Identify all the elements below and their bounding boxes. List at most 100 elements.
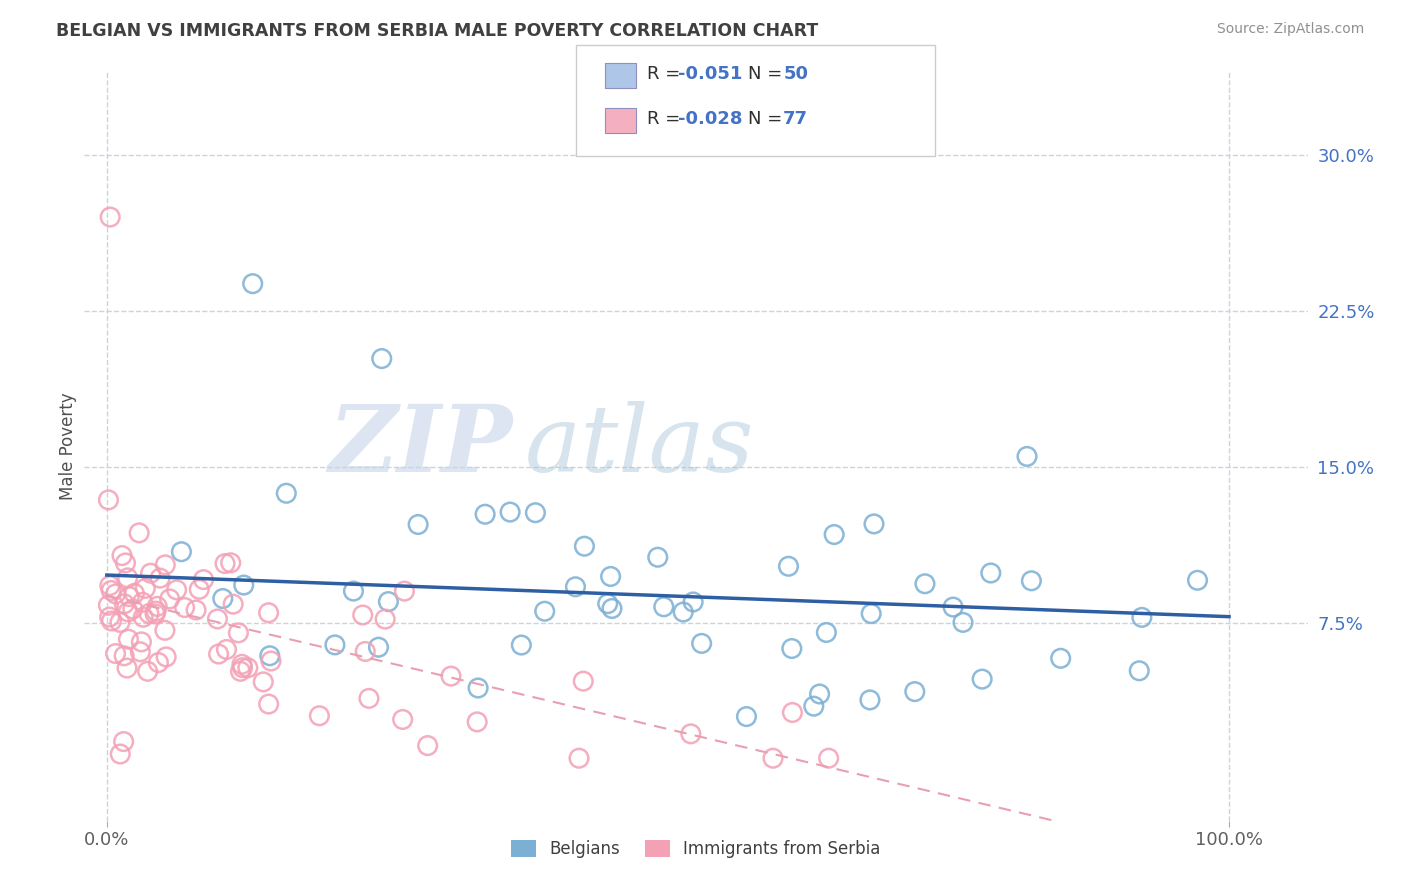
Text: 77: 77 — [783, 110, 808, 128]
Point — [596, 597, 619, 611]
Point — [155, 649, 177, 664]
Point — [863, 516, 886, 531]
Point — [1049, 651, 1071, 665]
Point — [914, 576, 936, 591]
Point — [323, 638, 346, 652]
Point — [524, 506, 547, 520]
Point — [117, 605, 139, 619]
Point — [232, 578, 254, 592]
Point — [406, 517, 429, 532]
Point — [98, 610, 121, 624]
Point — [1130, 610, 1153, 624]
Point — [211, 591, 233, 606]
Point — [242, 277, 264, 291]
Point — [155, 558, 177, 572]
Point — [467, 681, 489, 695]
Point — [112, 597, 135, 611]
Point — [100, 614, 122, 628]
Point — [859, 693, 882, 707]
Point — [780, 641, 803, 656]
Text: N =: N = — [748, 65, 787, 83]
Point — [259, 648, 281, 663]
Point — [207, 647, 229, 661]
Point — [980, 566, 1002, 580]
Point — [572, 674, 595, 689]
Point — [231, 657, 253, 672]
Point — [100, 583, 122, 598]
Point — [817, 751, 839, 765]
Point — [574, 539, 596, 553]
Point — [134, 582, 156, 596]
Point — [236, 661, 259, 675]
Point — [762, 751, 785, 765]
Point — [564, 580, 586, 594]
Point — [98, 578, 121, 592]
Point — [153, 624, 176, 638]
Point — [1187, 574, 1209, 588]
Point — [228, 625, 250, 640]
Point — [952, 615, 974, 630]
Point — [815, 625, 838, 640]
Point — [600, 601, 623, 615]
Point — [352, 607, 374, 622]
Point — [510, 638, 533, 652]
Point — [117, 571, 139, 585]
Point — [860, 607, 883, 621]
Point — [143, 607, 166, 621]
Point — [474, 508, 496, 522]
Text: 50: 50 — [783, 65, 808, 83]
Point — [112, 648, 135, 663]
Point — [308, 708, 330, 723]
Point — [260, 654, 283, 668]
Text: -0.028: -0.028 — [678, 110, 742, 128]
Point — [465, 714, 488, 729]
Point — [121, 602, 143, 616]
Point — [394, 584, 416, 599]
Point — [214, 557, 236, 571]
Point — [690, 636, 713, 650]
Point — [647, 550, 669, 565]
Point — [128, 525, 150, 540]
Point — [257, 697, 280, 711]
Point — [112, 734, 135, 748]
Text: N =: N = — [748, 110, 787, 128]
Point — [416, 739, 439, 753]
Point — [652, 599, 675, 614]
Point — [138, 607, 160, 621]
Point — [1015, 450, 1038, 464]
Y-axis label: Male Poverty: Male Poverty — [59, 392, 77, 500]
Text: BELGIAN VS IMMIGRANTS FROM SERBIA MALE POVERTY CORRELATION CHART: BELGIAN VS IMMIGRANTS FROM SERBIA MALE P… — [56, 22, 818, 40]
Point — [533, 604, 555, 618]
Point — [148, 656, 170, 670]
Text: atlas: atlas — [524, 401, 754, 491]
Point — [104, 587, 127, 601]
Point — [215, 642, 238, 657]
Point — [735, 709, 758, 723]
Point — [131, 595, 153, 609]
Point — [139, 566, 162, 581]
Point — [440, 669, 463, 683]
Point — [131, 635, 153, 649]
Point — [110, 747, 132, 761]
Point — [166, 582, 188, 597]
Point — [145, 604, 167, 618]
Point — [377, 594, 399, 608]
Point — [1021, 574, 1043, 588]
Point — [173, 600, 195, 615]
Point — [257, 606, 280, 620]
Point — [252, 674, 274, 689]
Point — [568, 751, 591, 765]
Point — [193, 573, 215, 587]
Point — [149, 571, 172, 585]
Point — [354, 644, 377, 658]
Point — [778, 559, 800, 574]
Point — [972, 672, 994, 686]
Point — [357, 691, 380, 706]
Point — [672, 605, 695, 619]
Point — [342, 584, 364, 599]
Text: -0.051: -0.051 — [678, 65, 742, 83]
Text: Source: ZipAtlas.com: Source: ZipAtlas.com — [1216, 22, 1364, 37]
Point — [232, 661, 254, 675]
Point — [97, 599, 120, 613]
Point — [599, 569, 621, 583]
